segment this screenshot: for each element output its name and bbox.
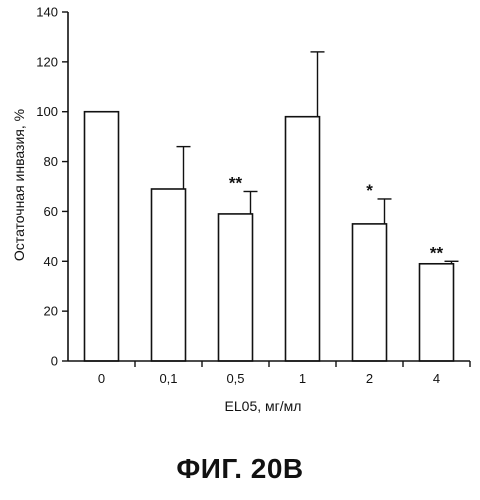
y-tick-label: 80	[44, 154, 58, 169]
x-tick-label: 1	[299, 371, 306, 386]
bar	[85, 112, 119, 361]
bar	[286, 117, 320, 361]
y-tick-label: 100	[36, 104, 58, 119]
bar	[353, 224, 387, 361]
bar	[219, 214, 253, 361]
y-tick-label: 140	[36, 5, 58, 20]
bar	[152, 189, 186, 361]
y-tick-label: 120	[36, 54, 58, 69]
x-tick-label: 0,1	[159, 371, 177, 386]
y-axis-title: Остаточная инвазия, %	[11, 109, 27, 261]
significance-markers: *****	[229, 173, 444, 262]
y-tick-label: 40	[44, 254, 58, 269]
y-ticks: 0 20 40 60 80 100 120 140	[36, 5, 68, 369]
x-axis-title: EL05, мг/мл	[225, 398, 302, 414]
x-tick-label: 0,5	[226, 371, 244, 386]
figure-caption: ФИГ. 20В	[0, 453, 480, 485]
y-tick-label: 60	[44, 204, 58, 219]
x-ticks: 0 0,1 0,5 1 2 4	[98, 361, 470, 386]
bar	[420, 264, 454, 361]
y-tick-label: 20	[44, 304, 58, 319]
y-tick-label: 0	[51, 354, 58, 369]
x-tick-label: 0	[98, 371, 105, 386]
bars-layer	[85, 112, 454, 361]
bar-chart: 020406080100120140 00,10,5124 ***** Оста…	[0, 0, 480, 440]
x-tick-label: 4	[433, 371, 440, 386]
significance-marker: *	[366, 181, 373, 200]
significance-marker: **	[229, 173, 243, 192]
x-tick-label: 2	[366, 371, 373, 386]
significance-marker: **	[430, 243, 444, 262]
